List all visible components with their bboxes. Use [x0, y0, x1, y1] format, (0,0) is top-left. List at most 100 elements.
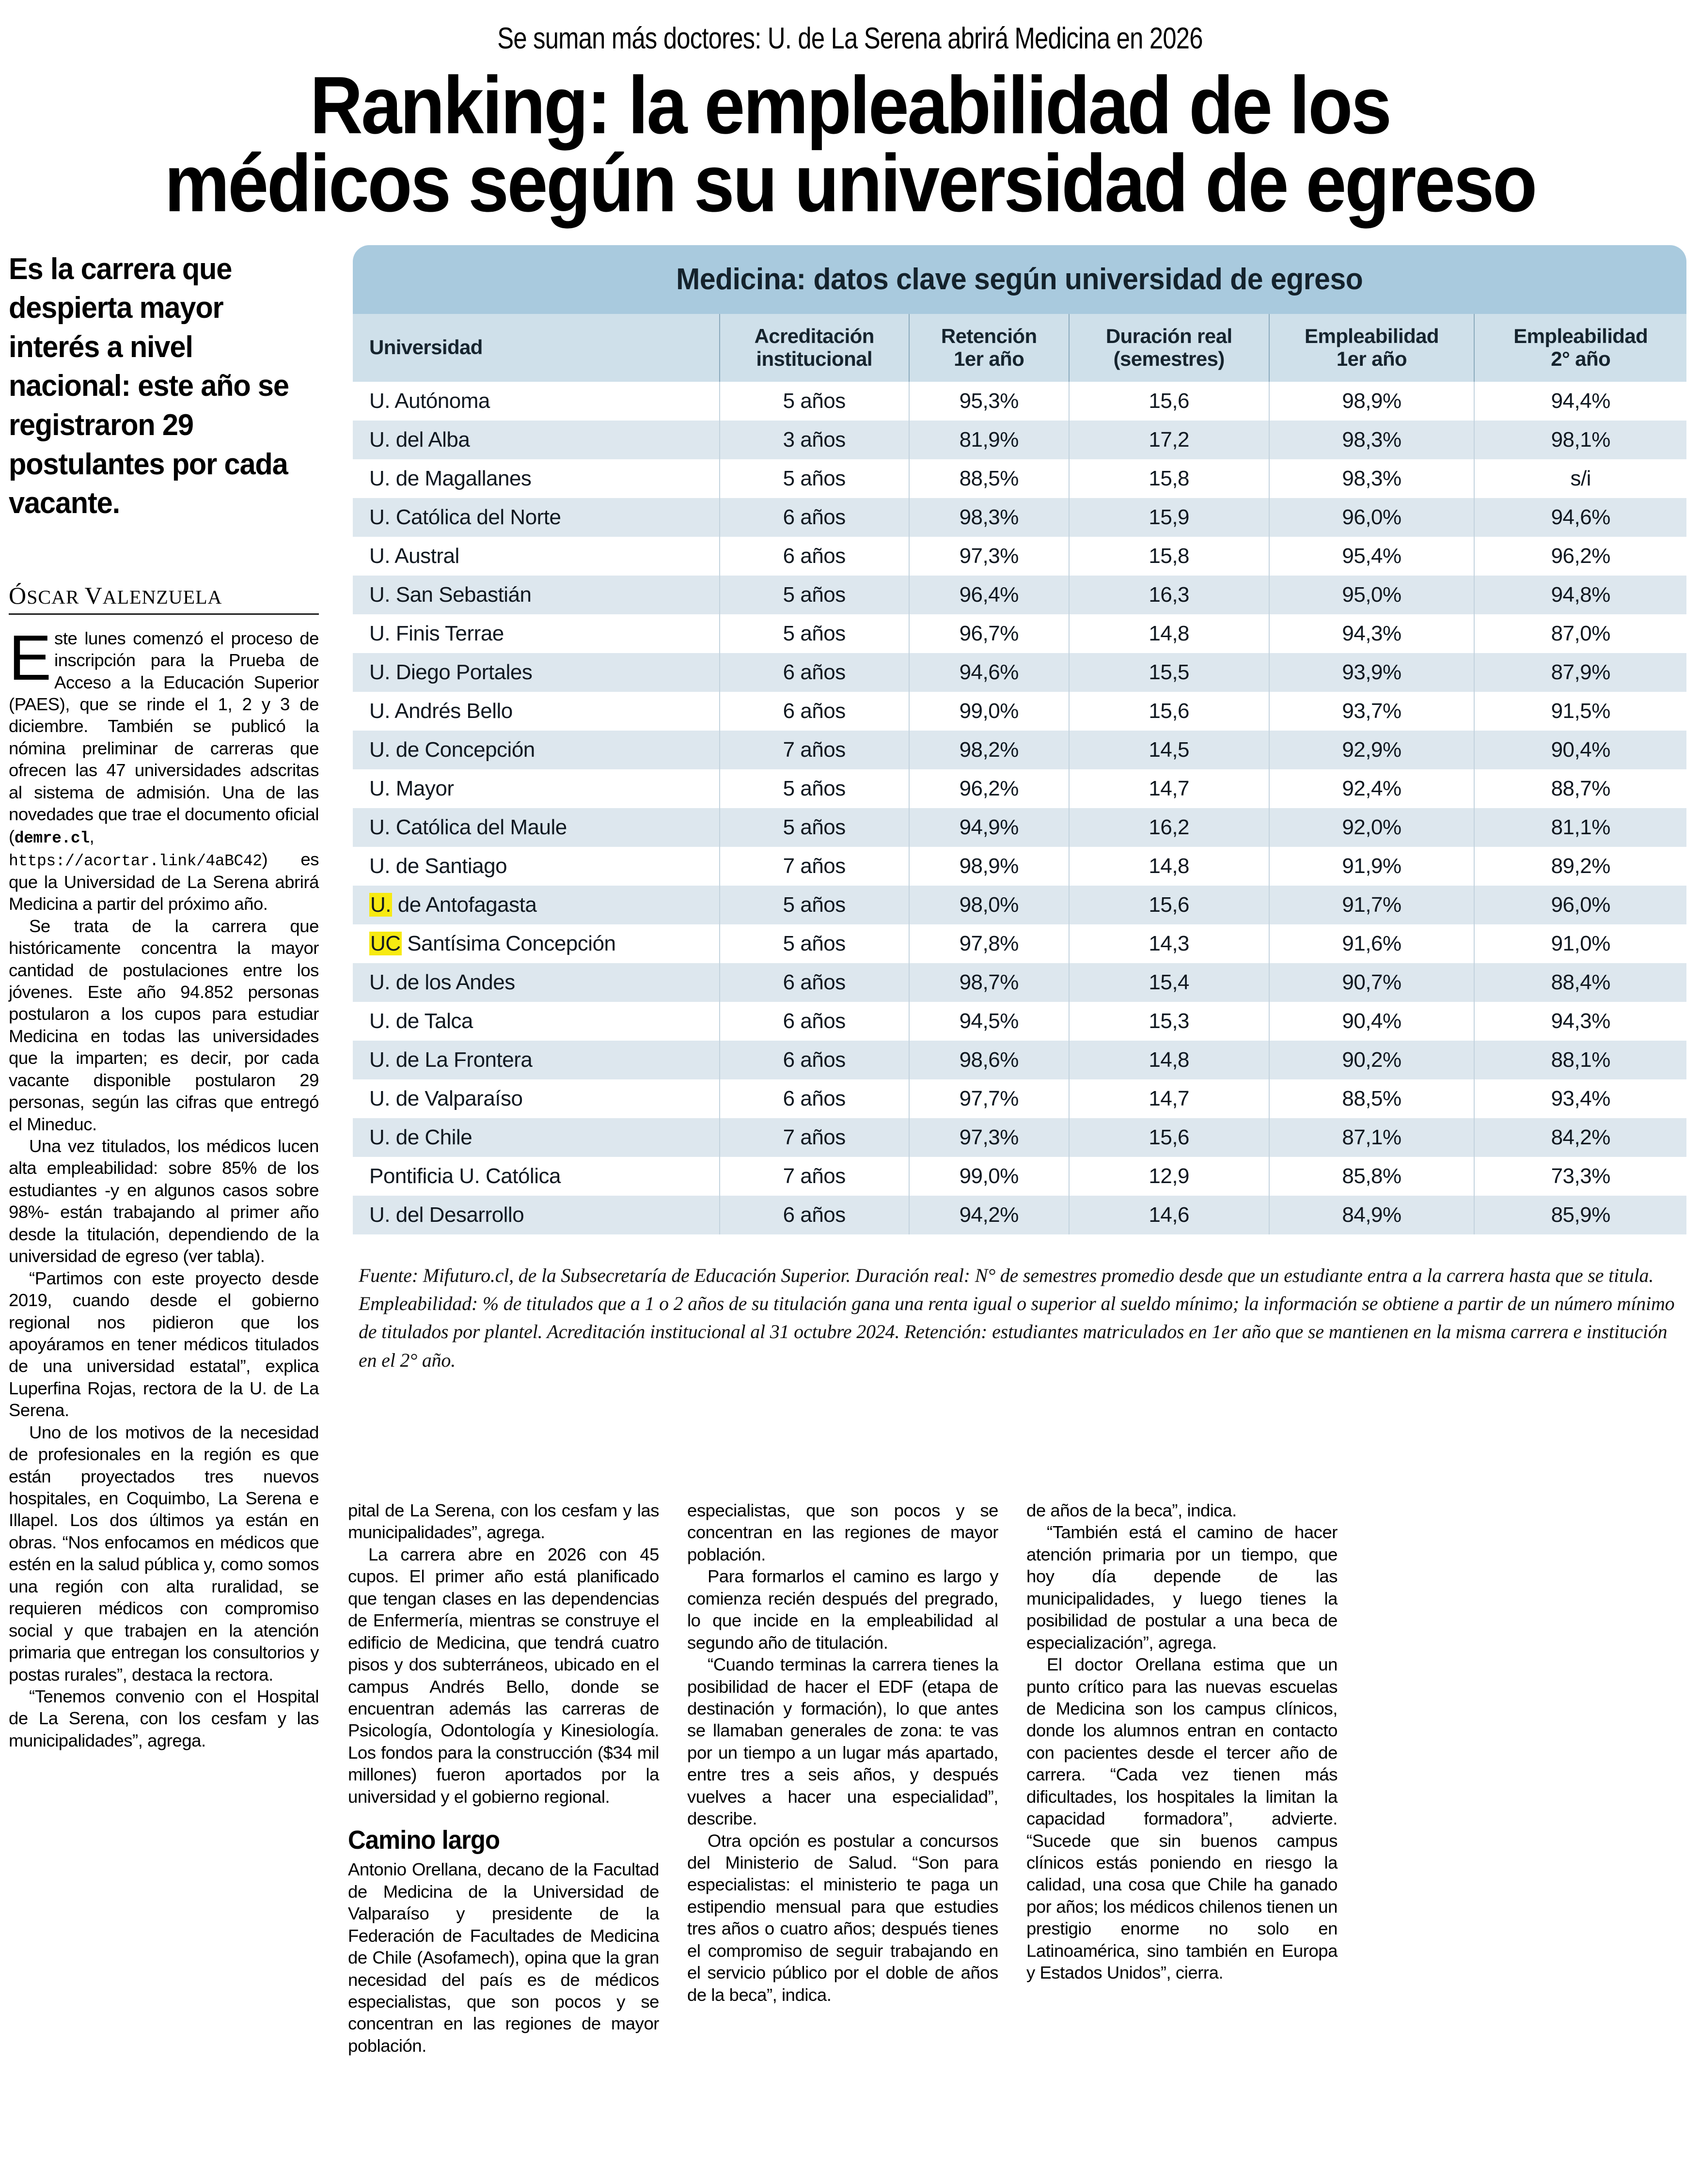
- table-row: U. de los Andes 6 años 98,7% 15,4 90,7% 88,4%: [353, 963, 1686, 1002]
- table-row: Pontificia U. Católica 7 años 99,0% 12,9 85,…: [353, 1156, 1686, 1196]
- cell-retencion: 95,3%: [908, 381, 1069, 421]
- article-paragraph: “Tenemos convenio con el Hospital de La …: [9, 1686, 319, 1750]
- article-paragraph: “Partimos con este proyecto desde 2019, …: [9, 1268, 319, 1420]
- cell-retencion: 97,8%: [908, 924, 1069, 963]
- cell-empleabilidad-2: 88,7%: [1474, 769, 1686, 808]
- article-paragraph: El doctor Orellana estima que un punto c…: [1026, 1654, 1338, 1983]
- col-header-empleabilidad-1: Empleabilidad 1er año: [1268, 313, 1475, 382]
- cell-duracion: 14,3: [1068, 924, 1269, 963]
- cell-retencion: 96,7%: [908, 614, 1069, 653]
- cell-duracion: 16,2: [1068, 808, 1269, 847]
- cell-retencion: 96,2%: [908, 769, 1069, 808]
- cell-acreditacion: 6 años: [719, 1079, 909, 1118]
- cell-retencion: 81,9%: [908, 420, 1069, 459]
- cell-empleabilidad-1: 95,0%: [1268, 575, 1475, 614]
- cell-empleabilidad-1: 92,9%: [1268, 730, 1475, 769]
- table-row: U. Andrés Bello 6 años 99,0% 15,6 93,7% 91,5%: [353, 691, 1686, 731]
- cell-empleabilidad-1: 91,9%: [1268, 846, 1475, 886]
- cell-empleabilidad-1: 93,7%: [1268, 691, 1475, 731]
- cell-empleabilidad-1: 90,7%: [1268, 963, 1475, 1002]
- bottom-columns: pital de La Serena, con los cesfam y las…: [0, 1499, 1700, 2057]
- cell-empleabilidad-2: 96,0%: [1474, 885, 1686, 924]
- col-header-retencion: Retención 1er año: [908, 313, 1069, 382]
- lead-text-b: ) es que la Universidad de La Serena abr…: [9, 849, 319, 914]
- table-row: U. de Chile 7 años 97,3% 15,6 87,1% 84,2%: [353, 1118, 1686, 1157]
- table-title: Medicina: datos clave según universidad …: [676, 263, 1363, 296]
- table-row: U. Católica del Maule 5 años 94,9% 16,2 92,0…: [353, 808, 1686, 847]
- cell-universidad: U. Andrés Bello: [369, 699, 513, 723]
- demre-link-label[interactable]: demre.cl: [14, 829, 90, 847]
- article-paragraph: La carrera abre en 2026 con 45 cupos. El…: [348, 1544, 659, 1807]
- cell-retencion: 88,5%: [908, 459, 1069, 498]
- cell-acreditacion: 7 años: [719, 846, 909, 886]
- table-row: U. Mayor 5 años 96,2% 14,7 92,4% 88,7%: [353, 769, 1686, 808]
- universities-table: Universidad Acreditación institucional Re…: [353, 313, 1686, 1234]
- bottom-column-1: [9, 1499, 348, 2057]
- cell-empleabilidad-1: 95,4%: [1268, 536, 1475, 576]
- cell-duracion: 15,9: [1068, 498, 1269, 537]
- cell-universidad: U. Mayor: [369, 776, 454, 800]
- left-column: Es la carrera que despierta mayor interé…: [9, 250, 319, 1752]
- cell-retencion: 96,4%: [908, 575, 1069, 614]
- table-row: U. Católica del Norte 6 años 98,3% 15,9 96,0…: [353, 498, 1686, 537]
- cell-acreditacion: 6 años: [719, 653, 909, 692]
- cell-empleabilidad-2: 90,4%: [1474, 730, 1686, 769]
- table-row: U. Autónoma 5 años 95,3% 15,6 98,9% 94,4%: [353, 381, 1686, 421]
- cell-acreditacion: 6 años: [719, 1001, 909, 1041]
- dropcap: E: [9, 622, 51, 693]
- cell-retencion: 98,9%: [908, 846, 1069, 886]
- cell-duracion: 15,8: [1068, 536, 1269, 576]
- article-paragraph: Se trata de la carrera que históricament…: [9, 916, 319, 1134]
- cell-universidad: U. de Talca: [369, 1009, 473, 1033]
- table-source-note: Fuente: Mifuturo.cl, de la Subsecretaría…: [359, 1264, 1675, 1371]
- lead-text-a: ste lunes comenzó el proceso de inscripc…: [9, 628, 319, 846]
- headline-line-1: Ranking: la empleabilidad de los: [310, 60, 1392, 151]
- bottom-column-3: especialistas, que son pocos y se concen…: [687, 1499, 1026, 2057]
- cell-acreditacion: 5 años: [719, 575, 909, 614]
- cell-empleabilidad-2: 87,9%: [1474, 653, 1686, 692]
- article-paragraph: Uno de los motivos de la necesidad de pr…: [9, 1422, 319, 1685]
- subhead-camino-largo: Camino largo: [348, 1825, 500, 1855]
- cell-duracion: 14,8: [1068, 846, 1269, 886]
- cell-acreditacion: 7 años: [719, 1156, 909, 1196]
- table-header-banner: Medicina: datos clave según universidad …: [353, 245, 1686, 314]
- table-row: U. Diego Portales 6 años 94,6% 15,5 93,9% 87,…: [353, 653, 1686, 692]
- cell-acreditacion: 5 años: [719, 924, 909, 963]
- byline-divider: [9, 613, 319, 615]
- byline-last-rest: ALENZUELA: [102, 586, 222, 608]
- table-row: U. San Sebastián 5 años 96,4% 16,3 95,0% 94,8…: [353, 575, 1686, 614]
- cell-empleabilidad-1: 98,9%: [1268, 381, 1475, 421]
- cell-universidad: U. del Desarrollo: [353, 1195, 720, 1234]
- table-row: U. de Magallanes 5 años 88,5% 15,8 98,3% s/i: [353, 459, 1686, 498]
- shortlink-url[interactable]: https://acortar.link/4aBC42: [9, 852, 262, 870]
- table-row: U. de Santiago 7 años 98,9% 14,8 91,9% 89,2%: [353, 846, 1686, 886]
- table-head: Universidad Acreditación institucional Re…: [353, 313, 1686, 382]
- cell-retencion: 97,3%: [908, 536, 1069, 576]
- cell-retencion: 98,2%: [908, 730, 1069, 769]
- cell-universidad: U. Diego Portales: [353, 653, 720, 692]
- cell-empleabilidad-1: 84,9%: [1268, 1195, 1475, 1234]
- cell-universidad: U. de Antofagasta: [353, 885, 720, 924]
- byline-last-initial: V: [84, 581, 103, 609]
- cell-retencion: 99,0%: [908, 691, 1069, 731]
- table-row: U. del Alba 3 años 81,9% 17,2 98,3% 98,1%: [353, 420, 1686, 459]
- cell-universidad: U. de Santiago: [369, 854, 507, 878]
- col-header-universidad: Universidad: [353, 313, 720, 382]
- cell-empleabilidad-1: 94,3%: [1268, 614, 1475, 653]
- cell-acreditacion: 5 años: [719, 381, 909, 421]
- cell-empleabilidad-2: 84,2%: [1474, 1118, 1686, 1157]
- cell-universidad: U. Finis Terrae: [369, 621, 504, 645]
- cell-retencion: 94,5%: [908, 1001, 1069, 1041]
- col-header-empleabilidad-2: Empleabilidad 2° año: [1474, 313, 1686, 382]
- table-row: U. de Antofagasta 5 años 98,0% 15,6 91,7% 96,…: [353, 885, 1686, 924]
- bottom-column-2: pital de La Serena, con los cesfam y las…: [348, 1499, 687, 2057]
- cell-empleabilidad-1: 96,0%: [1268, 498, 1475, 537]
- cell-empleabilidad-1: 98,3%: [1268, 420, 1475, 459]
- cell-empleabilidad-1: 93,9%: [1268, 653, 1475, 692]
- cell-universidad: U. Católica del Maule: [353, 808, 720, 847]
- cell-duracion: 15,6: [1068, 885, 1269, 924]
- highlight-mark: U.: [369, 892, 392, 917]
- cell-retencion: 94,2%: [908, 1195, 1069, 1234]
- article-paragraph: Para formarlos el camino es largo y comi…: [687, 1566, 998, 1653]
